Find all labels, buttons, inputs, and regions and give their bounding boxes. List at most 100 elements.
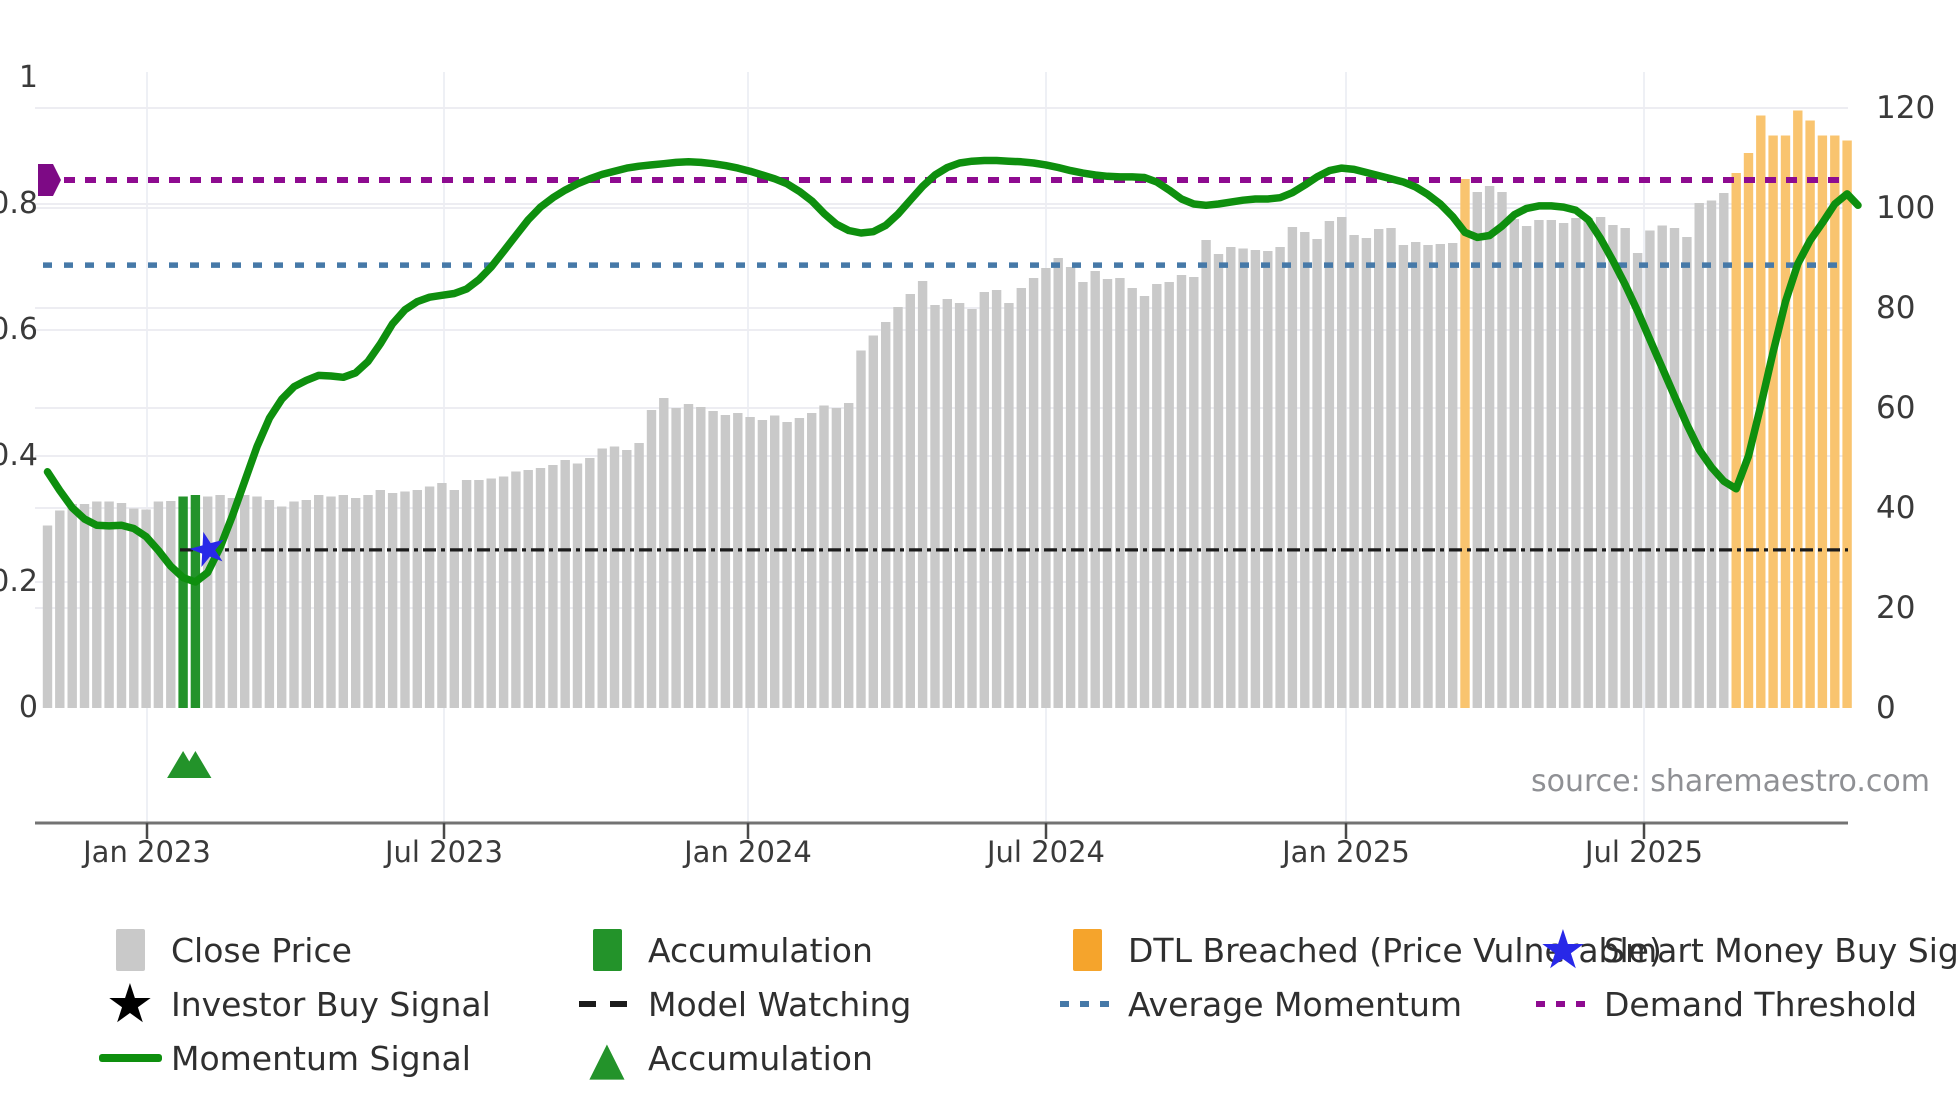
momentum-signal-line: [43, 156, 1862, 586]
dtl-breached-bar: [1780, 135, 1791, 708]
close-price-bar: [498, 476, 509, 708]
y-axis-right-tick-label: 80: [1876, 290, 1916, 326]
close-price-bar: [1176, 275, 1187, 708]
close-price-bar: [1312, 239, 1322, 708]
dtl-breached-bar: [1460, 179, 1470, 708]
close-price-bar: [1719, 193, 1729, 708]
close-price-bar: [844, 403, 854, 708]
legend-item-model-watching: Model Watching: [575, 972, 911, 1036]
y-axis-left-tick-label: 0.2: [0, 564, 38, 599]
close-price-bar: [807, 413, 817, 708]
legend-item-close-price: Close Price: [98, 918, 352, 982]
close-price-bar: [1065, 267, 1076, 708]
close-price-bar: [1632, 253, 1643, 708]
legend-label: Average Momentum: [1128, 984, 1463, 1024]
y-axis-right-tick-label: 20: [1876, 590, 1916, 626]
close-price-bar: [1115, 278, 1125, 708]
close-price-bar: [794, 418, 805, 708]
y-axis-left-tick-label: 0: [18, 690, 38, 725]
close-price-bar: [55, 510, 65, 708]
close-price-bar: [930, 305, 940, 708]
close-price-bar: [264, 500, 275, 708]
close-price-bar: [942, 299, 952, 708]
close-price-bar: [104, 501, 114, 708]
close-price-bar: [227, 498, 238, 708]
y-axis-left-tick-label: 0.4: [0, 438, 38, 473]
close-price-bar: [1263, 251, 1273, 708]
close-price-bar: [1435, 244, 1445, 708]
close-price-bar: [1657, 225, 1667, 708]
legend-label: Accumulation: [648, 1038, 873, 1078]
legend-item-smart-money: ★ Smart Money Buy Signal: [1531, 918, 1960, 982]
close-price-bar: [770, 415, 780, 708]
close-price-bar: [79, 504, 90, 708]
close-price-bar: [893, 307, 903, 708]
close-price-bar: [1275, 247, 1285, 708]
close-price-bar: [819, 405, 829, 708]
close-price-bar: [437, 483, 447, 708]
close-price-bar: [634, 443, 644, 708]
close-price-bar: [1411, 242, 1421, 708]
close-price-bar: [461, 480, 472, 708]
close-price-bar: [1226, 247, 1236, 708]
close-price-bar: [1484, 186, 1495, 708]
close-price-bar: [622, 450, 632, 708]
close-price-bar: [831, 408, 842, 708]
blue-dotted-line-icon: [1055, 1001, 1119, 1007]
close-price-bar: [1164, 282, 1174, 708]
close-price-bar: [1608, 225, 1618, 708]
close-price-bar: [240, 495, 250, 708]
close-price-bar: [683, 404, 694, 708]
dtl-breached-bar: [1793, 110, 1803, 708]
legend-item-dtl-breached: DTL Breached (Price Vulnerable): [1055, 918, 1662, 982]
dashed-line-icon: [575, 1001, 639, 1007]
close-price-bar: [363, 495, 373, 708]
close-price-bar: [511, 471, 521, 708]
close-price-bar: [1361, 238, 1372, 708]
y-axis-right-tick-label: 0: [1876, 690, 1896, 726]
purple-dotted-line-icon: [1531, 1001, 1595, 1007]
close-price-bar: [1324, 221, 1335, 708]
close-price-bar: [757, 420, 768, 708]
close-price-bar: [153, 501, 164, 708]
close-price-bar: [745, 417, 755, 708]
blue-star-icon: ★: [1538, 918, 1588, 981]
dtl-breached-bar: [1830, 135, 1840, 708]
close-price-bar: [917, 281, 928, 708]
close-price-bar: [868, 335, 878, 708]
dtl-breached-bar: [1817, 135, 1828, 708]
close-price-bar: [1583, 218, 1593, 708]
close-price-bar: [141, 509, 151, 708]
close-price-bar: [708, 411, 718, 708]
x-axis-tick-label: Jan 2023: [83, 835, 211, 869]
close-price-bar: [1534, 220, 1544, 708]
close-price-bar: [609, 446, 620, 708]
legend-label: Demand Threshold: [1604, 984, 1918, 1024]
close-price-bar: [1645, 230, 1655, 708]
close-price-bar: [1706, 200, 1717, 708]
close-price-bar: [881, 322, 891, 708]
close-price-bar: [129, 508, 139, 708]
close-price-bar: [905, 294, 915, 708]
close-price-bar: [979, 292, 989, 708]
close-price-bar: [572, 463, 583, 708]
close-price-bar: [1386, 228, 1396, 708]
close-price-bar: [42, 525, 53, 708]
source-note: source: sharemaestro.com: [1531, 764, 1930, 799]
legend-label: Close Price: [171, 930, 352, 970]
close-price-bar: [1238, 248, 1248, 708]
close-price-bar: [67, 504, 77, 708]
legend-item-demand-threshold: Demand Threshold: [1531, 972, 1917, 1036]
legend-item-momentum-signal: Momentum Signal: [98, 1026, 471, 1090]
dtl-breached-bar: [1743, 153, 1754, 708]
close-price-bar: [1423, 245, 1433, 708]
close-price-bar: [1152, 284, 1162, 708]
close-price-bar: [954, 303, 965, 708]
close-price-bar: [252, 496, 262, 708]
close-price-bar: [1497, 192, 1507, 708]
x-axis-tick-label: Jul 2024: [986, 835, 1105, 869]
legend-label: Model Watching: [648, 984, 912, 1024]
legend-item-accumulation-marker: ▲ Accumulation: [575, 1026, 873, 1090]
close-price-bar: [1090, 271, 1100, 708]
x-axis-tick-label: Jan 2025: [1282, 835, 1410, 869]
